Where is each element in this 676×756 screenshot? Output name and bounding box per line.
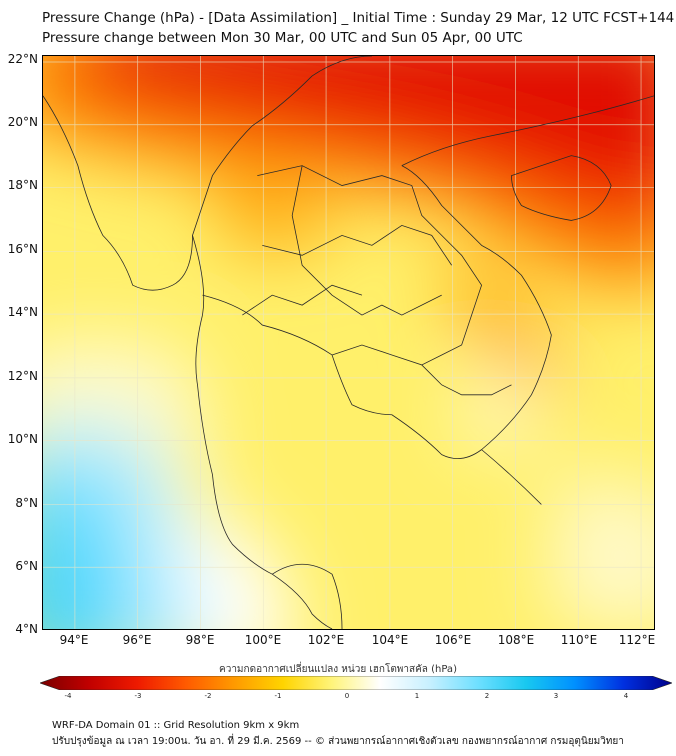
lat-label-20n: 20°N <box>7 115 38 129</box>
footer-credit: ปรับปรุงข้อมูล ณ เวลา 19:00น. วัน อา. ที… <box>52 736 624 747</box>
colorbar-tick-3: 3 <box>553 692 559 700</box>
lon-label-106e: 106°E <box>434 633 472 647</box>
lon-label-110e: 110°E <box>560 633 598 647</box>
lat-label-14n: 14°N <box>7 305 38 319</box>
colorbar-tick-0: 0 <box>344 692 350 700</box>
footer-domain-info: WRF-DA Domain 01 :: Grid Resolution 9km … <box>52 720 300 731</box>
lat-label-10n: 10°N <box>7 432 38 446</box>
colorbar-title: ความกดอากาศเปลี่ยนแปลง หน่วย เฮกโตพาสคัล… <box>219 664 457 675</box>
lon-label-104e: 104°E <box>371 633 409 647</box>
lat-label-22n: 22°N <box>7 52 38 66</box>
chart-title: Pressure Change (hPa) - [Data Assimilati… <box>42 10 675 26</box>
colorbar-tick-minus3: -3 <box>134 692 142 700</box>
colorbar-tick-minus4: -4 <box>64 692 72 700</box>
graticule <box>43 56 654 629</box>
lat-label-8n: 8°N <box>15 496 38 510</box>
colorbar-tick-minus2: -2 <box>204 692 212 700</box>
colorbar-tick-2: 2 <box>484 692 490 700</box>
coastlines-and-borders <box>43 56 654 629</box>
pressure-change-field <box>43 56 654 629</box>
field-shading <box>43 56 654 629</box>
lat-label-12n: 12°N <box>7 369 38 383</box>
colorbar-tick-minus1: -1 <box>274 692 282 700</box>
lon-label-112e: 112°E <box>618 633 656 647</box>
lat-label-4n: 4°N <box>15 622 38 636</box>
colorbar-tick-1: 1 <box>414 692 420 700</box>
lon-label-98e: 98°E <box>185 633 215 647</box>
lon-label-100e: 100°E <box>244 633 282 647</box>
lat-label-18n: 18°N <box>7 178 38 192</box>
map-panel <box>42 55 655 630</box>
colorbar-gradient <box>40 676 672 690</box>
colorbar <box>40 676 672 690</box>
colorbar-tick-4: 4 <box>623 692 629 700</box>
lon-label-94e: 94°E <box>59 633 89 647</box>
lon-label-108e: 108°E <box>497 633 535 647</box>
lon-label-96e: 96°E <box>122 633 152 647</box>
lon-label-102e: 102°E <box>307 633 345 647</box>
chart-subtitle: Pressure change between Mon 30 Mar, 00 U… <box>42 30 523 46</box>
lat-label-16n: 16°N <box>7 242 38 256</box>
lat-label-6n: 6°N <box>15 559 38 573</box>
